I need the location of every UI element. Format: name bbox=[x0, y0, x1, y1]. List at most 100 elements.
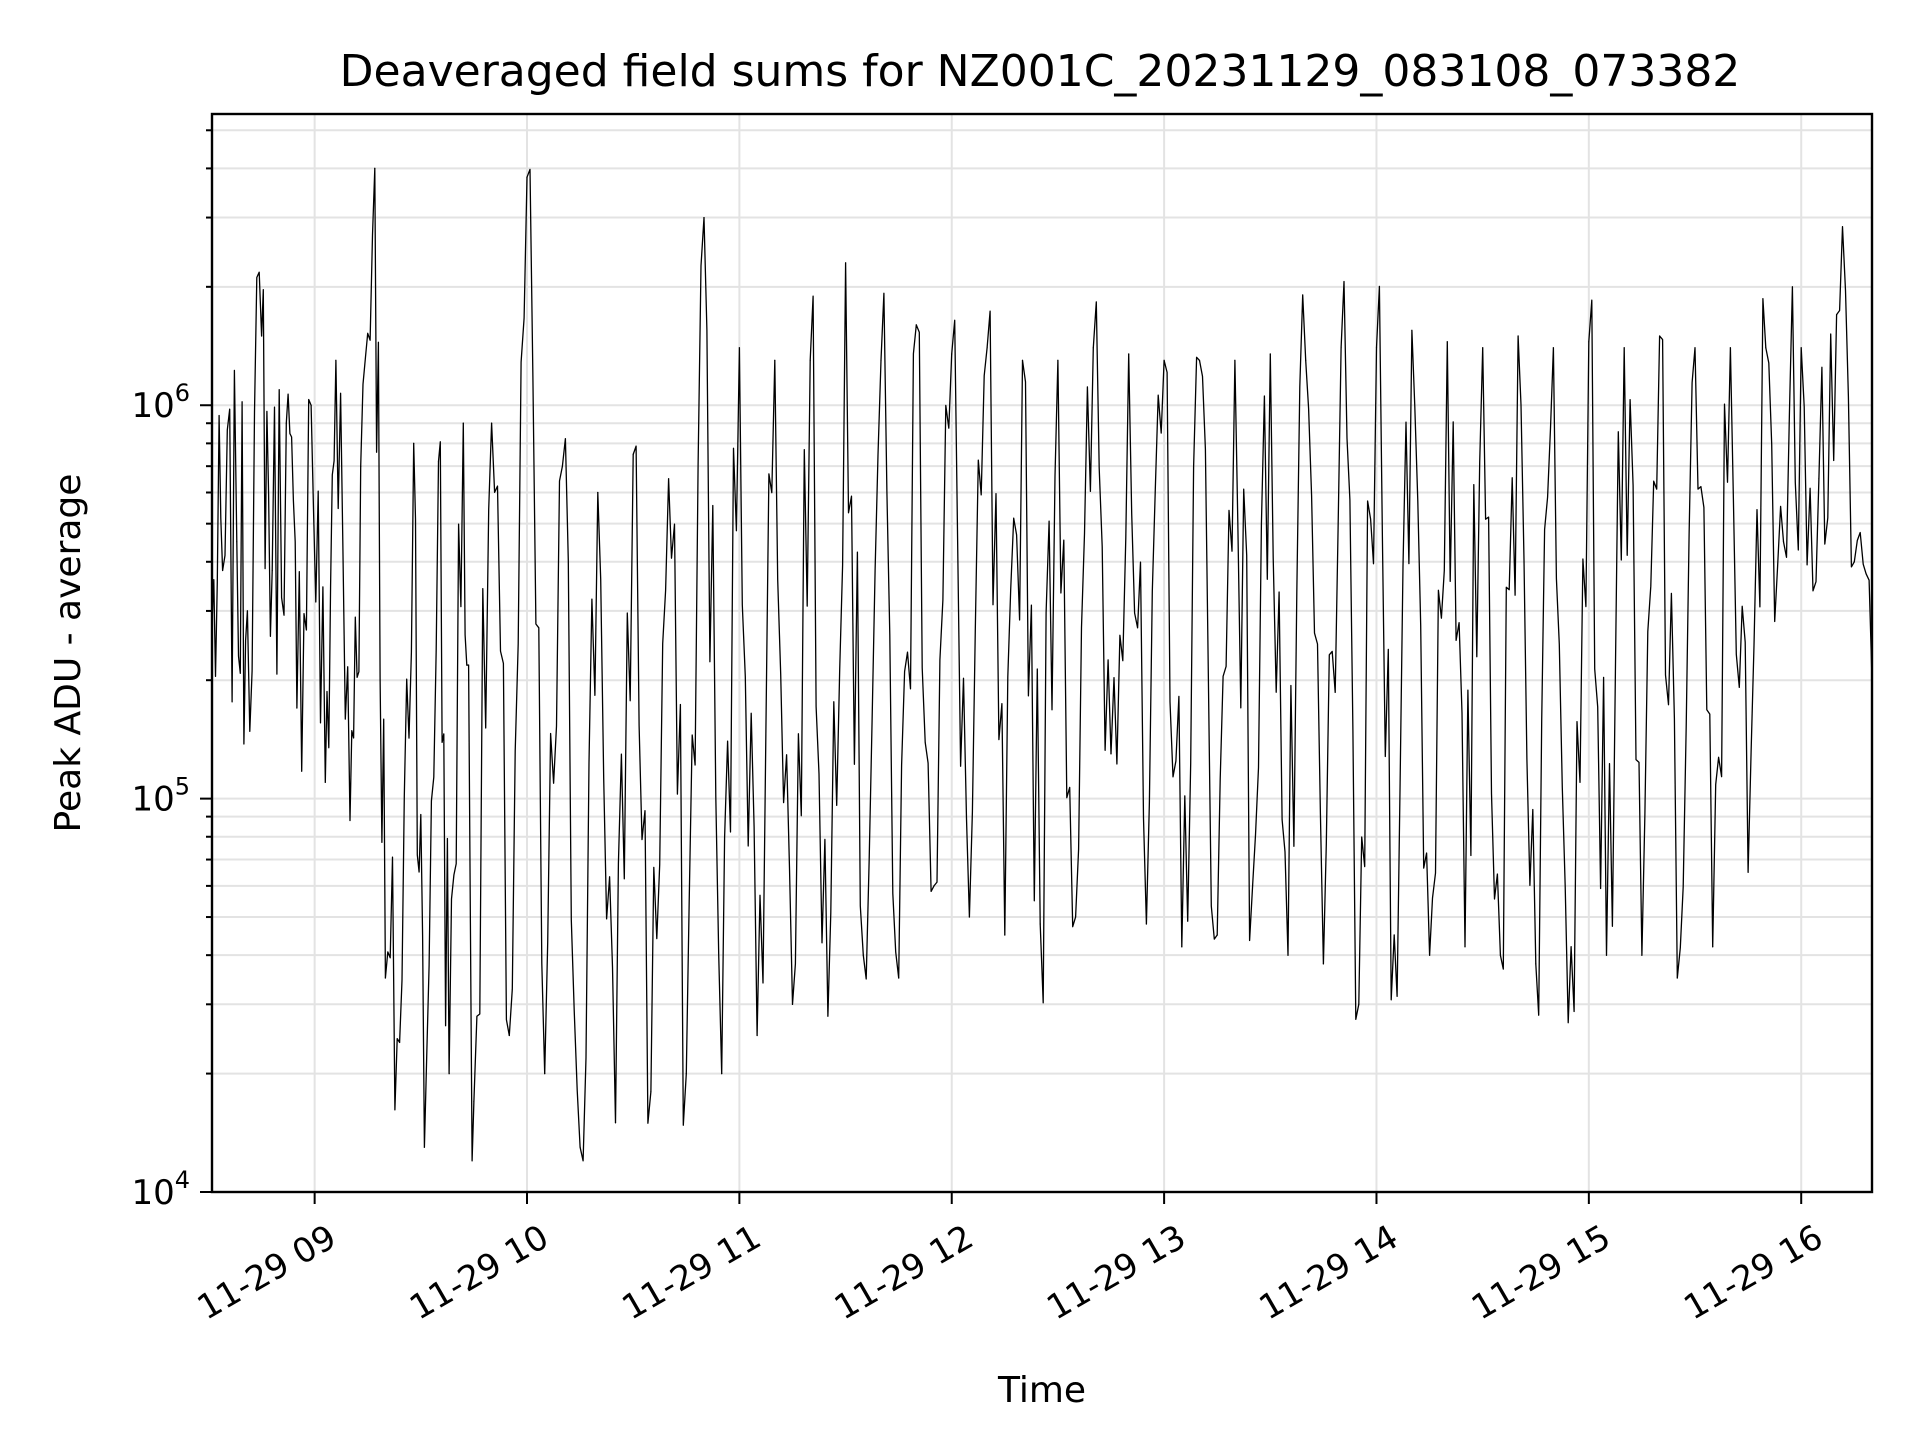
data-point bbox=[384, 977, 386, 979]
data-point bbox=[614, 1122, 617, 1124]
data-point bbox=[1676, 977, 1678, 979]
data-point bbox=[1322, 963, 1324, 965]
data-point bbox=[462, 422, 464, 424]
data-point bbox=[448, 1073, 450, 1075]
data-point bbox=[1092, 347, 1094, 349]
data-point bbox=[1605, 954, 1608, 956]
data-point bbox=[1393, 934, 1395, 936]
data-point bbox=[1163, 359, 1165, 361]
data-point bbox=[1358, 1003, 1360, 1005]
data-point bbox=[1712, 946, 1714, 948]
data-point bbox=[1375, 347, 1378, 349]
data-point bbox=[1623, 347, 1625, 349]
data-point bbox=[1517, 335, 1519, 337]
data-point bbox=[324, 781, 326, 783]
data-point bbox=[285, 422, 287, 424]
y-tick-label: 105 bbox=[131, 773, 190, 820]
data-point bbox=[951, 353, 953, 355]
data-point bbox=[1836, 314, 1838, 316]
data-point bbox=[1287, 954, 1289, 956]
data-point bbox=[1588, 341, 1590, 343]
data-point bbox=[898, 977, 900, 979]
data-point bbox=[1694, 347, 1696, 349]
data-point bbox=[1853, 561, 1855, 563]
data-point bbox=[1570, 946, 1572, 948]
data-point bbox=[862, 954, 864, 956]
data-point bbox=[1110, 753, 1112, 755]
data-point bbox=[721, 1073, 723, 1075]
data-point bbox=[1429, 954, 1431, 956]
data-point bbox=[399, 1041, 401, 1043]
data-point bbox=[1039, 923, 1041, 925]
data-point bbox=[423, 1146, 425, 1148]
data-point bbox=[650, 1091, 652, 1093]
data-point bbox=[1075, 916, 1077, 918]
data-point bbox=[668, 478, 670, 480]
data-point bbox=[271, 569, 273, 572]
data-point bbox=[1464, 946, 1466, 948]
data-point bbox=[1747, 871, 1749, 873]
data-point bbox=[1181, 946, 1183, 948]
data-point bbox=[1411, 329, 1413, 331]
data-point bbox=[1216, 934, 1218, 936]
data-point bbox=[933, 885, 935, 887]
data-point bbox=[809, 359, 811, 361]
data-point bbox=[1004, 934, 1006, 936]
data-point bbox=[296, 707, 298, 709]
data-point bbox=[222, 569, 224, 572]
data-point bbox=[508, 1034, 510, 1037]
data-point bbox=[880, 359, 882, 361]
data-point bbox=[246, 610, 248, 612]
data-point bbox=[1800, 347, 1802, 349]
data-point bbox=[1499, 954, 1501, 956]
data-point bbox=[791, 1003, 794, 1005]
plot-frame bbox=[210, 112, 1874, 1194]
data-point bbox=[632, 453, 634, 455]
data-point bbox=[756, 1034, 758, 1037]
data-point bbox=[738, 347, 741, 349]
data-point bbox=[1128, 353, 1130, 355]
y-axis: 104 105 106 bbox=[131, 129, 212, 1213]
data-point bbox=[685, 1073, 687, 1075]
data-point bbox=[261, 335, 263, 337]
data-point bbox=[703, 217, 705, 219]
y-tick-label: 104 bbox=[131, 1166, 190, 1213]
data-point bbox=[597, 491, 599, 494]
data-point bbox=[349, 819, 351, 822]
data-point bbox=[413, 442, 415, 444]
line-layer bbox=[211, 167, 1873, 1162]
data-point bbox=[1021, 359, 1024, 361]
data-point bbox=[774, 359, 776, 361]
data-point bbox=[1198, 359, 1201, 361]
data-point bbox=[1535, 963, 1537, 965]
data-point bbox=[1552, 347, 1554, 349]
data-point bbox=[1269, 353, 1271, 355]
data-point bbox=[1340, 347, 1342, 349]
data-point bbox=[360, 465, 362, 467]
data-point bbox=[561, 465, 564, 467]
data-point bbox=[1145, 923, 1147, 925]
data-point bbox=[335, 359, 337, 361]
data-point bbox=[986, 347, 988, 349]
data-point bbox=[579, 1146, 581, 1148]
data-point bbox=[1659, 335, 1661, 337]
data-point bbox=[827, 1015, 829, 1017]
data-point bbox=[437, 460, 440, 462]
data-point bbox=[1818, 478, 1820, 480]
data-point bbox=[1234, 359, 1236, 361]
data-point bbox=[310, 404, 312, 406]
y-axis-label: Peak ADU - average bbox=[48, 474, 89, 833]
data-point bbox=[374, 167, 376, 169]
data-point bbox=[845, 262, 847, 264]
data-point bbox=[1057, 359, 1059, 361]
data-point bbox=[1482, 347, 1484, 349]
data-point bbox=[1305, 359, 1307, 361]
data-point bbox=[1252, 885, 1254, 887]
data-point bbox=[491, 422, 493, 424]
data-point bbox=[968, 916, 971, 918]
data-point bbox=[1641, 954, 1643, 956]
data-point bbox=[1782, 541, 1785, 543]
data-point bbox=[236, 541, 238, 543]
y-tick-label: 106 bbox=[131, 379, 190, 426]
data-point bbox=[544, 1073, 546, 1075]
